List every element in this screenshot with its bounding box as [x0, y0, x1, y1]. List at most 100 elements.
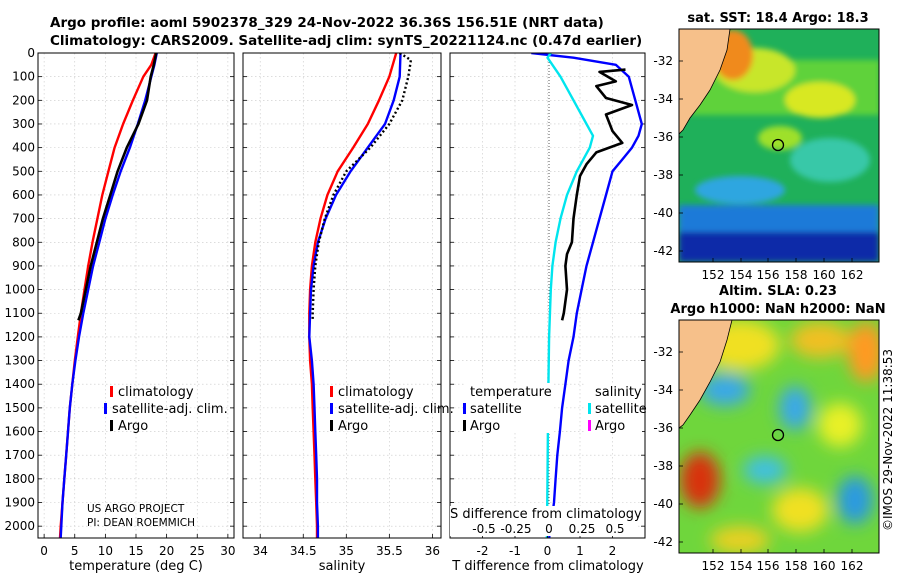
sst-cold-band	[679, 205, 879, 235]
sst-map-frame	[678, 28, 880, 263]
s-axis-label-bg	[450, 506, 638, 536]
sst-map: sat. SST: 18.4 Argo: 18.3 -32 -34 -36 -38 -4…	[653, 11, 880, 282]
depth-tick-label: 600	[12, 188, 35, 202]
map-lat-label: -38	[653, 168, 673, 182]
s-difference-ticks: -0.5 -0.25 0 0.25 0.5	[472, 522, 624, 536]
sla-map-ticks: -32 -34 -36 -38 -40 -42 152 154 156 158 160 162	[653, 345, 863, 573]
series-line-salinity-satellite	[545, 53, 595, 538]
sla-low-patch	[779, 386, 811, 430]
map-lon-label: 154	[730, 559, 753, 573]
map-lon-label: 160	[813, 268, 836, 282]
sst-blobs	[679, 30, 879, 262]
map-lon-label: 162	[841, 268, 864, 282]
temperature-x-label: temperature (deg C)	[69, 559, 203, 574]
s-tick-label: 0.5	[605, 522, 624, 536]
sla-land	[679, 320, 733, 429]
x-tick-label: -2	[477, 544, 489, 558]
series-line-temperature-argo	[560, 68, 634, 321]
difference-panel: -2 -1 0 1 2 T difference from climatology S …	[449, 52, 647, 574]
x-tick-label: 36	[425, 544, 440, 558]
legend-s-satellite-label: satellite	[595, 402, 647, 417]
x-tick-label: 20	[159, 544, 174, 558]
temperature-legend: climatology satellite-adj. clim. Argo	[104, 385, 228, 434]
sst-eddy-patch	[758, 126, 802, 150]
s-legend-bg	[586, 383, 642, 433]
sst-map-title: sat. SST: 18.4 Argo: 18.3	[687, 11, 868, 26]
temperature-grid	[38, 52, 234, 538]
map-lat-label: -32	[653, 54, 673, 68]
sla-map-frame	[678, 319, 880, 554]
temperature-series	[58, 53, 158, 538]
legend-s-argo-label: Argo	[595, 419, 625, 434]
x-tick-label: 34.5	[290, 544, 317, 558]
sla-map: Altim. SLA: 0.23 Argo h1000: NaN h2000: …	[653, 284, 885, 573]
legend-temperature-title: temperature	[470, 385, 552, 400]
depth-tick-label: 1000	[4, 283, 35, 297]
legend-label-satellite: satellite-adj. clim.	[338, 402, 454, 417]
legend-label-climatology: climatology	[118, 385, 194, 400]
sst-yellow-patch	[785, 82, 855, 118]
depth-tick-label: 700	[12, 212, 35, 226]
salinity-legend: climatology satellite-adj. clim. Argo	[330, 385, 454, 434]
header-subtitle: Climatology: CARS2009. Satellite-adj cli…	[50, 33, 642, 49]
sst-very-cold-band	[679, 232, 879, 262]
map-lat-label: -40	[653, 206, 673, 220]
depth-tick-label: 2000	[4, 519, 35, 533]
salinity-grid	[243, 52, 441, 538]
legend-label-climatology: climatology	[338, 385, 414, 400]
depth-tick-label: 1500	[4, 401, 35, 415]
legend-salinity-title: salinity	[595, 385, 642, 400]
project-label: US ARGO PROJECT	[87, 503, 185, 515]
x-tick-label: 25	[190, 544, 205, 558]
map-lat-label: -34	[653, 92, 673, 106]
s-difference-x-label: S difference from climatology	[450, 507, 642, 522]
difference-legend: temperature satellite Argo salinity sate…	[463, 383, 647, 434]
legend-swatch-t-satellite	[463, 403, 466, 414]
depth-tick-label: 100	[12, 70, 35, 84]
legend-label-argo: Argo	[118, 419, 148, 434]
map-lat-label: -42	[653, 535, 673, 549]
sla-high-patch	[818, 403, 862, 447]
salinity-axes-frame	[242, 52, 442, 539]
legend-swatch-s-satellite	[588, 403, 591, 414]
sst-cold-patch	[695, 176, 785, 204]
t-legend-bg	[466, 383, 554, 433]
depth-tick-label: 500	[12, 164, 35, 178]
depth-axis-labels: 0 100 200 300 400 500 600 700 800 900 1000 1100 1200…	[4, 46, 35, 533]
pi-label: PI: DEAN ROEMMICH	[87, 517, 195, 529]
salinity-x-label: salinity	[319, 559, 366, 574]
map-lon-label: 152	[702, 268, 725, 282]
series-line-temperature-satellite	[531, 53, 643, 538]
x-tick-label: 30	[220, 544, 235, 558]
x-tick-label: 15	[128, 544, 143, 558]
depth-tick-label: 1600	[4, 425, 35, 439]
sla-high-patch	[790, 322, 850, 358]
x-tick-label: 0	[544, 544, 552, 558]
depth-tick-label: 200	[12, 93, 35, 107]
map-lon-label: 154	[730, 268, 753, 282]
sst-field	[679, 29, 879, 262]
temperature-panel: 0 5 10 15 20 25 30 temperature (deg C) climato…	[37, 52, 236, 574]
map-lat-label: -34	[653, 383, 673, 397]
temperature-x-ticks: 0 5 10 15 20 25 30	[40, 534, 236, 558]
legend-swatch-argo	[110, 420, 113, 431]
s-tick-label: -0.5	[472, 522, 495, 536]
legend-t-satellite-label: satellite	[470, 402, 522, 417]
x-tick-label: 35	[339, 544, 354, 558]
x-tick-label: -1	[509, 544, 521, 558]
map-lat-label: -32	[653, 345, 673, 359]
depth-tick-label: 0	[27, 46, 35, 60]
sla-argo-location-marker	[771, 428, 785, 442]
s-tick-label: -0.25	[500, 522, 531, 536]
sla-field	[679, 320, 879, 553]
sla-low-patch	[700, 374, 750, 406]
difference-series	[531, 53, 643, 538]
x-tick-label: 34	[253, 544, 268, 558]
depth-tick-label: 1700	[4, 448, 35, 462]
legend-swatch-satellite	[104, 403, 107, 414]
series-line-argo	[77, 53, 158, 321]
map-lon-label: 152	[702, 559, 725, 573]
credit-text: ©IMOS 29-Nov-2022 11:38:53	[881, 349, 895, 531]
sst-land	[679, 29, 731, 135]
